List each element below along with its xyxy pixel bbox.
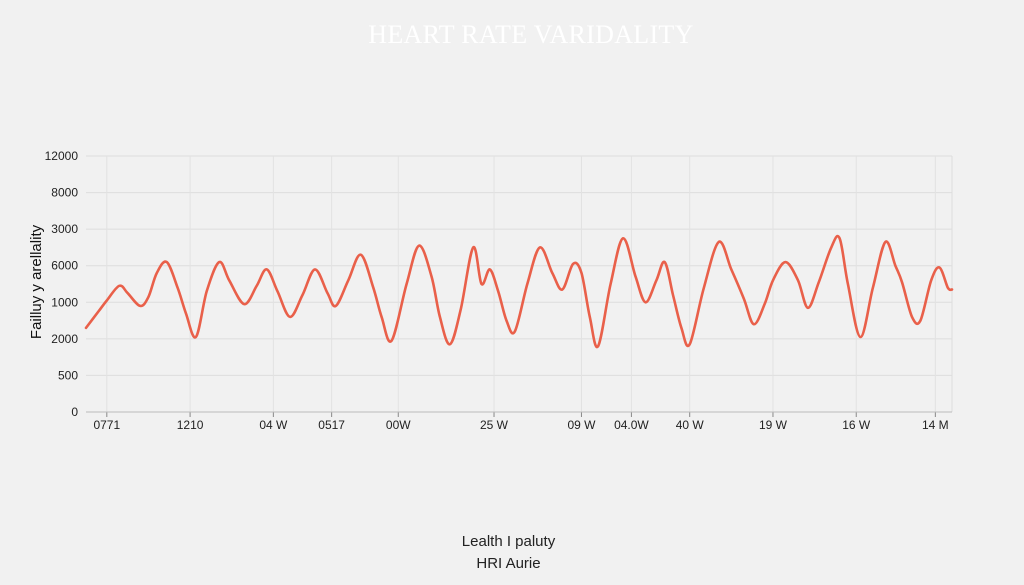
- y-tick-label: 500: [58, 368, 78, 382]
- y-tick-label: 0: [71, 405, 78, 419]
- y-tick-label: 8000: [51, 186, 78, 200]
- x-tick-label: 0517: [318, 418, 345, 432]
- chart-title: HEART RATE VARIDALITY: [368, 20, 694, 49]
- x-tick-label: 00W: [386, 418, 411, 432]
- y-tick-label: 6000: [51, 259, 78, 273]
- x-tick-label: 0771: [93, 418, 120, 432]
- x-tick-label: 16 W: [842, 418, 871, 432]
- axis-layer: 12000 8000 3000 6000 1000 2000 500 0 0771 1210 04 …: [45, 149, 952, 432]
- x-tick-label: 40 W: [676, 418, 705, 432]
- y-tick-label: 2000: [51, 332, 78, 346]
- y-tick-label: 1000: [51, 295, 78, 309]
- x-axis-title-line-1: Lealth I paluty: [461, 533, 556, 550]
- x-axis-title-line-2: HRI Aurie: [476, 555, 541, 572]
- series-line: [84, 234, 954, 349]
- x-tick-label: 1210: [177, 418, 204, 432]
- grid-layer: [86, 155, 953, 413]
- x-tick-label: 04.0W: [614, 418, 649, 432]
- y-tick-label: 12000: [45, 149, 79, 163]
- series-layer: [84, 234, 954, 349]
- x-tick-label: 14 M: [922, 418, 949, 432]
- x-tick-label: 19 W: [759, 418, 788, 432]
- y-axis-title: Failluy y arellality: [28, 224, 45, 339]
- x-tick-label: 09 W: [567, 418, 596, 432]
- x-tick-label: 04 W: [259, 418, 288, 432]
- y-tick-label: 3000: [51, 222, 78, 236]
- x-tick-label: 25 W: [480, 418, 509, 432]
